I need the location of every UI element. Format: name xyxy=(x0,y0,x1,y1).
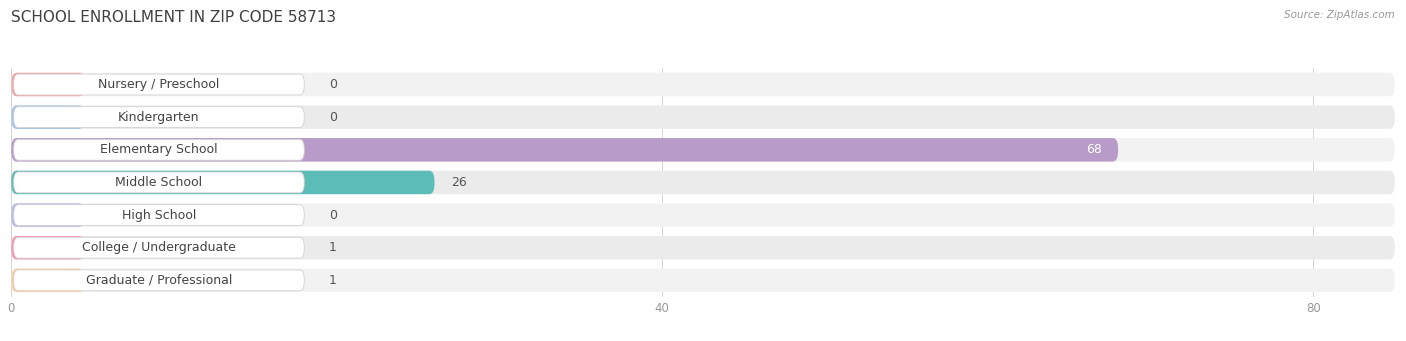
FancyBboxPatch shape xyxy=(11,269,1395,292)
FancyBboxPatch shape xyxy=(14,172,304,193)
Text: 26: 26 xyxy=(451,176,467,189)
Text: 0: 0 xyxy=(329,111,336,124)
Text: Source: ZipAtlas.com: Source: ZipAtlas.com xyxy=(1284,10,1395,20)
FancyBboxPatch shape xyxy=(11,236,1395,260)
FancyBboxPatch shape xyxy=(14,270,304,291)
Text: 1: 1 xyxy=(329,274,336,287)
Text: High School: High School xyxy=(122,209,197,222)
Text: SCHOOL ENROLLMENT IN ZIP CODE 58713: SCHOOL ENROLLMENT IN ZIP CODE 58713 xyxy=(11,10,336,25)
Text: College / Undergraduate: College / Undergraduate xyxy=(82,241,236,254)
Text: Kindergarten: Kindergarten xyxy=(118,111,200,124)
Text: 68: 68 xyxy=(1085,143,1102,156)
Text: Elementary School: Elementary School xyxy=(100,143,218,156)
Text: Middle School: Middle School xyxy=(115,176,202,189)
FancyBboxPatch shape xyxy=(11,203,1395,227)
Text: 0: 0 xyxy=(329,78,336,91)
FancyBboxPatch shape xyxy=(14,139,304,160)
FancyBboxPatch shape xyxy=(11,138,1118,162)
FancyBboxPatch shape xyxy=(14,74,304,95)
Text: Graduate / Professional: Graduate / Professional xyxy=(86,274,232,287)
FancyBboxPatch shape xyxy=(11,236,84,260)
FancyBboxPatch shape xyxy=(11,105,1395,129)
Text: 1: 1 xyxy=(329,241,336,254)
FancyBboxPatch shape xyxy=(11,171,434,194)
FancyBboxPatch shape xyxy=(14,205,304,225)
FancyBboxPatch shape xyxy=(11,138,1395,162)
FancyBboxPatch shape xyxy=(11,269,84,292)
FancyBboxPatch shape xyxy=(14,107,304,128)
FancyBboxPatch shape xyxy=(11,73,1395,96)
FancyBboxPatch shape xyxy=(11,203,84,227)
Text: Nursery / Preschool: Nursery / Preschool xyxy=(98,78,219,91)
Text: 0: 0 xyxy=(329,209,336,222)
FancyBboxPatch shape xyxy=(14,237,304,258)
FancyBboxPatch shape xyxy=(11,73,84,96)
FancyBboxPatch shape xyxy=(11,171,1395,194)
FancyBboxPatch shape xyxy=(11,105,84,129)
